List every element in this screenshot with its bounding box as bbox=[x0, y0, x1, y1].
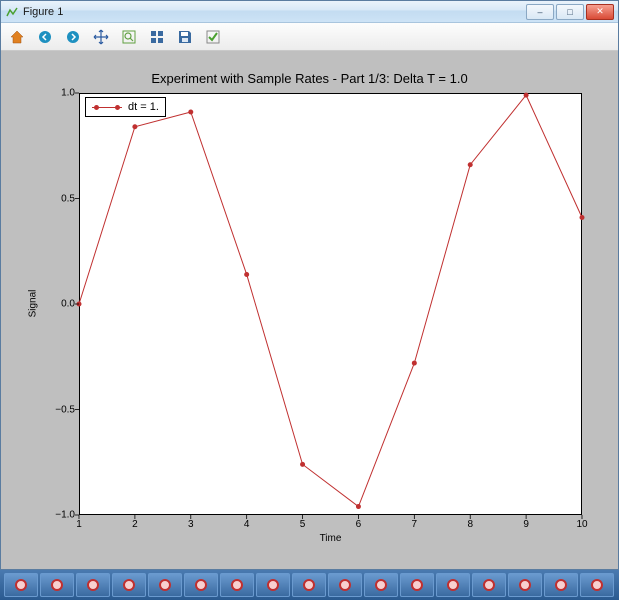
task-circle-icon bbox=[375, 579, 387, 591]
taskbar-item[interactable] bbox=[148, 573, 182, 597]
minimize-button[interactable]: – bbox=[526, 4, 554, 20]
taskbar-item[interactable] bbox=[580, 573, 614, 597]
taskbar-item[interactable] bbox=[112, 573, 146, 597]
legend: dt = 1. bbox=[85, 97, 166, 117]
close-button[interactable]: ✕ bbox=[586, 4, 614, 20]
back-icon[interactable] bbox=[35, 27, 55, 47]
task-circle-icon bbox=[87, 579, 99, 591]
window-controls: – □ ✕ bbox=[526, 4, 614, 20]
task-circle-icon bbox=[591, 579, 603, 591]
taskbar-item[interactable] bbox=[544, 573, 578, 597]
taskbar-item[interactable] bbox=[328, 573, 362, 597]
task-circle-icon bbox=[267, 579, 279, 591]
taskbar-item[interactable] bbox=[436, 573, 470, 597]
task-circle-icon bbox=[123, 579, 135, 591]
taskbar-item[interactable] bbox=[508, 573, 542, 597]
figure-canvas: Experiment with Sample Rates - Part 1/3:… bbox=[7, 57, 612, 563]
task-circle-icon bbox=[51, 579, 63, 591]
task-circle-icon bbox=[339, 579, 351, 591]
task-circle-icon bbox=[195, 579, 207, 591]
task-circle-icon bbox=[411, 579, 423, 591]
taskbar-item[interactable] bbox=[472, 573, 506, 597]
taskbar-item[interactable] bbox=[184, 573, 218, 597]
task-circle-icon bbox=[303, 579, 315, 591]
taskbar-item[interactable] bbox=[256, 573, 290, 597]
subplots-icon[interactable] bbox=[147, 27, 167, 47]
task-circle-icon bbox=[555, 579, 567, 591]
taskbar-item[interactable] bbox=[40, 573, 74, 597]
app-icon bbox=[5, 5, 19, 19]
save-icon[interactable] bbox=[175, 27, 195, 47]
taskbar-item[interactable] bbox=[400, 573, 434, 597]
window-title: Figure 1 bbox=[23, 6, 526, 18]
taskbar-item[interactable] bbox=[4, 573, 38, 597]
figure-window: Figure 1 – □ ✕ Exp bbox=[0, 0, 619, 570]
forward-icon[interactable] bbox=[63, 27, 83, 47]
legend-marker bbox=[92, 102, 122, 112]
taskbar-item[interactable] bbox=[76, 573, 110, 597]
plot-area: Experiment with Sample Rates - Part 1/3:… bbox=[1, 51, 618, 569]
task-circle-icon bbox=[15, 579, 27, 591]
task-circle-icon bbox=[519, 579, 531, 591]
taskbar-item[interactable] bbox=[292, 573, 326, 597]
plot-line bbox=[7, 57, 612, 563]
toolbar bbox=[1, 23, 618, 51]
taskbar[interactable] bbox=[0, 570, 619, 600]
task-circle-icon bbox=[159, 579, 171, 591]
maximize-button[interactable]: □ bbox=[556, 4, 584, 20]
taskbar-item[interactable] bbox=[220, 573, 254, 597]
task-circle-icon bbox=[483, 579, 495, 591]
task-circle-icon bbox=[447, 579, 459, 591]
home-icon[interactable] bbox=[7, 27, 27, 47]
task-circle-icon bbox=[231, 579, 243, 591]
legend-label: dt = 1. bbox=[128, 101, 159, 113]
pan-icon[interactable] bbox=[91, 27, 111, 47]
titlebar[interactable]: Figure 1 – □ ✕ bbox=[1, 1, 618, 23]
check-icon[interactable] bbox=[203, 27, 223, 47]
taskbar-item[interactable] bbox=[364, 573, 398, 597]
zoom-icon[interactable] bbox=[119, 27, 139, 47]
